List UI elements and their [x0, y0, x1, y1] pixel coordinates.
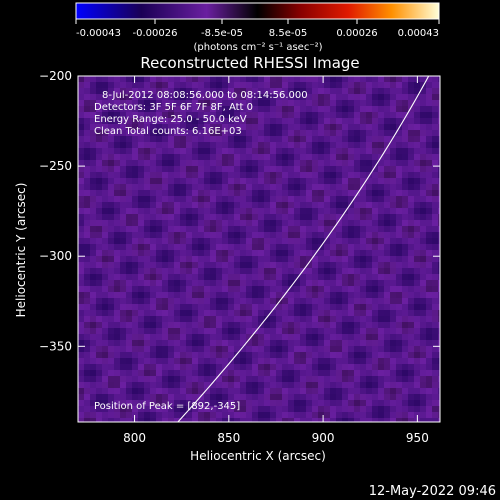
plot-frame: [77, 75, 441, 423]
y-tick-label: −350: [39, 339, 72, 353]
x-tick-label: 950: [406, 431, 429, 445]
colorbar-tick-label: -0.00043: [76, 28, 121, 39]
colorbar-tick-label: -8.5e-05: [201, 28, 243, 39]
y-tick-label: −300: [39, 249, 72, 263]
x-tick-label: 850: [217, 431, 240, 445]
annotation-line: 8-Jul-2012 08:08:56.000 to 08:14:56.000: [102, 90, 308, 101]
y-tick-label: −200: [39, 69, 72, 83]
heatmap-image: [78, 76, 440, 422]
annotation-line: Energy Range: 25.0 - 50.0 keV: [94, 114, 247, 125]
colorbar-tick-label: -0.00026: [133, 28, 178, 39]
colorbar-tick-label: 0.00026: [336, 28, 377, 39]
x-tick-label: 900: [312, 431, 335, 445]
annotation-line: Clean Total counts: 6.16E+03: [94, 126, 242, 137]
peak-position-label: Position of Peak = [892,-345]: [94, 401, 240, 412]
chart-title: Reconstructed RHESSI Image: [140, 54, 359, 72]
annotation-line: Detectors: 3F 5F 6F 7F 8F, Att 0: [94, 102, 253, 113]
annotation-block: 8-Jul-2012 08:08:56.000 to 08:14:56.000D…: [94, 90, 308, 137]
x-axis-label: Heliocentric X (arcsec): [190, 449, 326, 463]
footer-timestamp: 12-May-2022 09:46: [369, 484, 496, 499]
y-axis-label: Heliocentric Y (arcsec): [14, 183, 28, 318]
solar-limb-curve: [177, 76, 430, 422]
colorbar-units: (photons cm⁻² s⁻¹ asec⁻²): [193, 42, 322, 53]
x-tick-label: 800: [123, 431, 146, 445]
colorbar-tick-label: 0.00043: [398, 28, 439, 39]
y-tick-label: −250: [39, 159, 72, 173]
colorbar-tick-label: 8.5e-05: [269, 28, 307, 39]
colorbar-gradient: [75, 2, 440, 20]
colorbar: -0.00043 -0.00026 -8.5e-05 8.5e-05 0.00026 0.…: [75, 2, 440, 53]
plot-area: 800 850 900 950 −200 −250 −300 −350: [39, 69, 441, 445]
